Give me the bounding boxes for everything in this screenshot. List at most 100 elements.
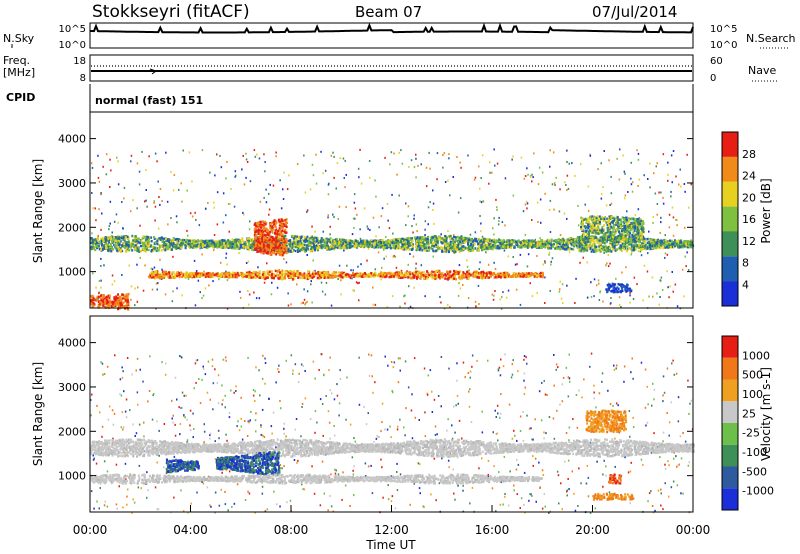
- band-0-cell: [646, 238, 649, 241]
- band-0-cell: [416, 247, 419, 250]
- band-1-cell: [392, 272, 395, 275]
- band-0-cell: [448, 250, 450, 254]
- scatter-point: [512, 256, 514, 258]
- scatter-point: [549, 165, 551, 168]
- scatter-point: [531, 173, 533, 176]
- scatter-point: [154, 152, 157, 155]
- band-0-cell: [381, 244, 384, 247]
- scatter-point: [145, 169, 147, 172]
- band-0-cell: [622, 246, 625, 249]
- band-0-cell: [221, 246, 224, 249]
- band-0-cell: [304, 248, 307, 252]
- band-0-cell: [349, 239, 352, 242]
- scatter-point: [337, 278, 339, 280]
- band-0-cell: [613, 241, 616, 244]
- scatter-point: [504, 177, 507, 180]
- scatter-point: [153, 201, 155, 204]
- band-0-cell: [191, 246, 194, 249]
- band-0-cell: [565, 241, 568, 245]
- scatter-point: [559, 234, 562, 236]
- band-0-cell: [220, 245, 223, 249]
- band-0-cell: [316, 246, 319, 250]
- scatter-point: [549, 231, 552, 233]
- band-0-cell: [434, 239, 437, 242]
- scatter-point: [452, 278, 454, 281]
- scatter-point: [568, 162, 570, 165]
- scatter-point: [248, 303, 250, 306]
- band-0-cell: [607, 249, 610, 252]
- band-0-cell: [467, 243, 469, 246]
- scatter-point: [481, 235, 484, 238]
- band-1-cell: [293, 277, 296, 280]
- scatter-point: [687, 269, 690, 272]
- band-0-cell: [483, 246, 486, 249]
- scatter-point: [97, 154, 99, 157]
- band-0-cell: [413, 236, 416, 239]
- band-0-cell: [587, 246, 590, 249]
- band-0-cell: [356, 240, 359, 243]
- band-0-cell: [560, 239, 563, 242]
- band-0-cell: [171, 240, 174, 243]
- band-0-cell: [647, 243, 650, 247]
- band-1-cell: [502, 271, 505, 275]
- band-1-cell: [486, 276, 489, 279]
- scatter-point: [357, 282, 359, 285]
- scatter-point: [541, 171, 544, 174]
- band-0-cell: [168, 240, 170, 243]
- scatter-point: [520, 156, 523, 159]
- band-0-cell: [353, 245, 356, 248]
- band-0-cell: [421, 246, 424, 250]
- band-0-cell: [117, 245, 120, 249]
- band-0-cell: [99, 242, 102, 245]
- scatter-point: [212, 201, 215, 204]
- scatter-point: [340, 279, 342, 282]
- scatter-point: [467, 297, 470, 300]
- scatter-point: [507, 255, 509, 258]
- band-1-cell: [326, 276, 329, 279]
- band-0-cell: [560, 240, 563, 243]
- scatter-point: [357, 167, 360, 170]
- band-0-cell: [468, 237, 471, 240]
- scatter-point: [440, 233, 442, 236]
- station-title: Stokkseyri (fitACF): [92, 2, 250, 22]
- scatter-point: [159, 203, 161, 206]
- scatter-point: [406, 270, 408, 273]
- scatter-point: [157, 282, 159, 285]
- scatter-point: [275, 155, 277, 158]
- band-0-cell: [439, 235, 441, 239]
- scatter-point: [311, 235, 314, 238]
- band-0-cell: [105, 246, 108, 250]
- band-0-cell: [214, 245, 217, 248]
- band-0-cell: [247, 241, 250, 245]
- scatter-point: [306, 254, 308, 256]
- band-0-cell: [316, 239, 319, 242]
- band-0-cell: [222, 239, 225, 242]
- band-0-cell: [137, 241, 140, 244]
- band-0-cell: [435, 237, 438, 240]
- band-0-cell: [411, 239, 414, 243]
- scatter-point: [626, 210, 628, 213]
- scatter-point: [358, 299, 360, 302]
- band-0-cell: [457, 242, 460, 246]
- band-1-cell: [444, 277, 447, 280]
- band-0-cell: [160, 244, 163, 248]
- band-0-cell: [105, 238, 107, 241]
- band-0-cell: [166, 239, 169, 243]
- band-0-cell: [585, 247, 588, 250]
- band-0-cell: [350, 244, 353, 247]
- band-0-cell: [666, 240, 669, 243]
- band-0-cell: [118, 235, 121, 239]
- scatter-point: [686, 251, 688, 254]
- scatter-point: [548, 251, 551, 254]
- band-0-cell: [649, 247, 652, 251]
- band-1-cell: [217, 274, 220, 278]
- band-0-cell: [378, 240, 380, 244]
- scatter-point: [225, 270, 227, 273]
- band-0-cell: [259, 238, 261, 241]
- band-0-cell: [685, 242, 688, 245]
- band-0-cell: [601, 241, 604, 244]
- band-1-cell: [402, 276, 405, 279]
- scatter-point: [680, 185, 682, 188]
- band-0-cell: [452, 246, 455, 250]
- scatter-point: [526, 202, 529, 205]
